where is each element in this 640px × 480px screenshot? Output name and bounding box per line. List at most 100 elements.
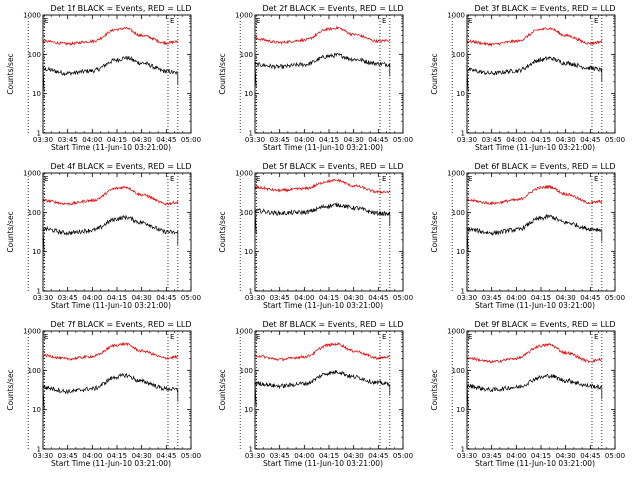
- panel-title: Det 9f BLACK = Events, RED = LLD: [474, 320, 615, 329]
- y-tick-label: 1000: [235, 328, 253, 336]
- x-tick-label: 04:00: [294, 136, 314, 144]
- y-tick-label: 1000: [447, 12, 465, 20]
- y-axis-label: Counts/sec: [218, 53, 227, 94]
- event-marker: E: [256, 17, 260, 25]
- y-tick-label: 1: [461, 288, 465, 296]
- x-tick-label: 05:00: [605, 294, 625, 302]
- x-tick-label: 04:45: [156, 294, 176, 302]
- event-marker: E: [170, 17, 174, 25]
- y-tick-label: 100: [240, 367, 253, 375]
- lld-line: [466, 27, 603, 47]
- x-tick-label: 04:15: [319, 136, 339, 144]
- y-axis-label: Counts/sec: [218, 211, 227, 252]
- lld-line: [42, 341, 179, 361]
- x-tick-label: 04:00: [294, 452, 314, 460]
- x-tick-label: 03:30: [33, 452, 53, 460]
- event-marker: E: [44, 333, 48, 341]
- x-tick-label: 04:30: [132, 136, 152, 144]
- events-line: [254, 369, 391, 406]
- x-tick-label: 05:00: [181, 136, 201, 144]
- y-tick-label: 100: [28, 367, 41, 375]
- y-tick-label: 1: [37, 130, 41, 138]
- y-tick-label: 1000: [23, 328, 41, 336]
- events-line: [466, 213, 603, 252]
- event-marker: E: [594, 175, 598, 183]
- y-tick-label: 100: [28, 51, 41, 59]
- x-tick-label: 05:00: [605, 452, 625, 460]
- events-line: [466, 56, 603, 92]
- y-tick-label: 1000: [447, 170, 465, 178]
- lld-line: [254, 25, 391, 45]
- panel-title: Det 5f BLACK = Events, RED = LLD: [262, 162, 403, 171]
- events-line: [42, 55, 179, 92]
- y-tick-label: 10: [244, 248, 253, 256]
- event-marker: E: [382, 17, 386, 25]
- x-tick-label: 03:45: [58, 136, 78, 144]
- x-tick-label: 03:45: [58, 294, 78, 302]
- event-marker: E: [468, 175, 472, 183]
- y-tick-label: 1: [461, 446, 465, 454]
- y-tick-label: 100: [240, 51, 253, 59]
- x-tick-label: 04:30: [344, 452, 364, 460]
- event-marker: E: [594, 333, 598, 341]
- x-tick-label: 04:30: [344, 294, 364, 302]
- event-marker: E: [468, 333, 472, 341]
- plot-frame: [254, 330, 404, 450]
- y-tick-label: 1000: [23, 12, 41, 20]
- x-tick-label: 04:45: [156, 136, 176, 144]
- y-tick-label: 10: [32, 90, 41, 98]
- y-tick-label: 100: [240, 209, 253, 217]
- y-tick-label: 10: [456, 90, 465, 98]
- lld-line: [254, 341, 391, 361]
- event-marker: E: [382, 333, 386, 341]
- x-tick-label: 04:30: [132, 294, 152, 302]
- y-axis-label: Counts/sec: [430, 53, 439, 94]
- x-tick-label: 04:15: [531, 452, 551, 460]
- x-tick-label: 03:45: [270, 294, 290, 302]
- events-line: [254, 52, 391, 88]
- x-tick-label: 03:45: [482, 294, 502, 302]
- panel-title: Det 1f BLACK = Events, RED = LLD: [50, 4, 191, 13]
- y-tick-label: 1000: [235, 12, 253, 20]
- y-tick-label: 1: [249, 288, 253, 296]
- y-tick-label: 1000: [23, 170, 41, 178]
- x-tick-label: 04:15: [107, 452, 127, 460]
- x-tick-label: 05:00: [393, 136, 413, 144]
- x-tick-label: 04:15: [319, 294, 339, 302]
- x-tick-label: 04:30: [556, 294, 576, 302]
- lld-line: [466, 342, 602, 364]
- x-tick-label: 04:00: [506, 294, 526, 302]
- y-tick-label: 10: [244, 90, 253, 98]
- event-marker: E: [256, 333, 260, 341]
- x-axis-label: Start Time (11-Jun-10 03:21:00): [475, 459, 595, 468]
- x-tick-label: 03:30: [245, 294, 265, 302]
- x-tick-label: 05:00: [393, 452, 413, 460]
- event-marker: E: [170, 333, 174, 341]
- lld-line: [42, 185, 179, 207]
- y-axis-label: Counts/sec: [218, 369, 227, 410]
- y-tick-label: 10: [456, 248, 465, 256]
- x-tick-label: 04:45: [580, 452, 600, 460]
- x-axis-label: Start Time (11-Jun-10 03:21:00): [263, 459, 383, 468]
- x-tick-label: 04:15: [107, 136, 127, 144]
- y-tick-label: 1: [461, 130, 465, 138]
- y-tick-label: 10: [456, 406, 465, 414]
- y-axis-label: Counts/sec: [430, 369, 439, 410]
- lld-line: [254, 178, 390, 195]
- x-tick-label: 04:30: [556, 452, 576, 460]
- x-tick-label: 04:45: [368, 294, 388, 302]
- x-tick-label: 04:45: [368, 136, 388, 144]
- x-tick-label: 03:30: [245, 136, 265, 144]
- y-tick-label: 1: [37, 288, 41, 296]
- lld-line: [466, 184, 603, 206]
- panel-title: Det 7f BLACK = Events, RED = LLD: [50, 320, 191, 329]
- y-tick-label: 1000: [235, 170, 253, 178]
- x-tick-label: 04:30: [556, 136, 576, 144]
- x-tick-label: 03:45: [482, 452, 502, 460]
- panel-title: Det 2f BLACK = Events, RED = LLD: [262, 4, 403, 13]
- y-axis-label: Counts/sec: [6, 53, 15, 94]
